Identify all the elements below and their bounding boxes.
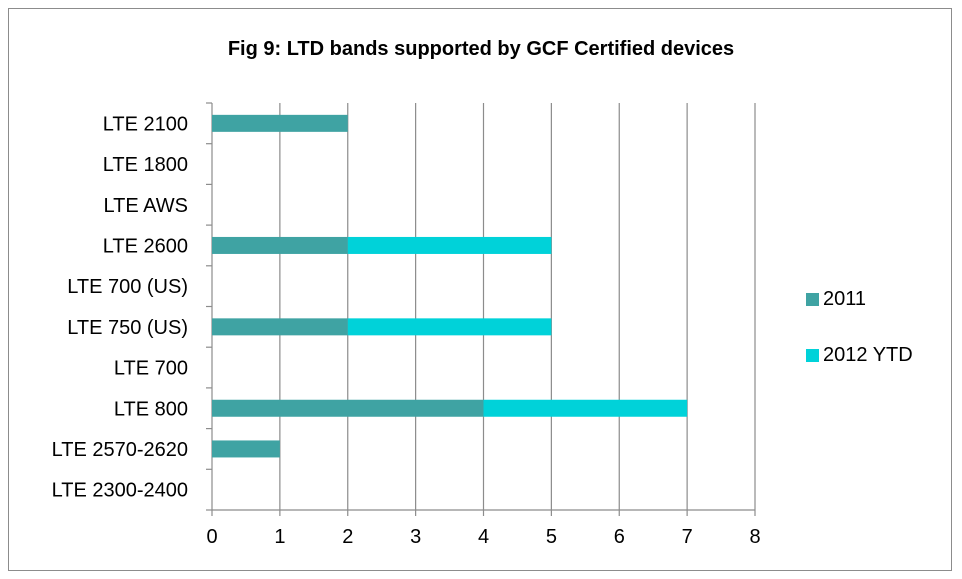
category-label-lte-2570-2620: LTE 2570-2620 xyxy=(52,439,188,461)
category-label-lte-750-us: LTE 750 (US) xyxy=(67,317,188,339)
legend-item-2011: 2011 xyxy=(806,288,866,311)
x-tick-label-3: 3 xyxy=(410,526,421,548)
x-tick-label-0: 0 xyxy=(206,526,217,548)
x-tick-label-2: 2 xyxy=(342,526,353,548)
x-tick-label-7: 7 xyxy=(682,526,693,548)
x-tick-label-6: 6 xyxy=(614,526,625,548)
category-label-lte-aws: LTE AWS xyxy=(104,195,188,217)
bar-2012-ytd-lte-750-us xyxy=(347,318,552,336)
bar-2011-lte-2100 xyxy=(212,114,348,132)
x-tick-label-5: 5 xyxy=(546,526,557,548)
bar-2011-lte-800 xyxy=(212,399,484,417)
category-label-lte-2600: LTE 2600 xyxy=(103,235,188,257)
chart-title: Fig 9: LTD bands supported by GCF Certif… xyxy=(227,38,735,60)
category-label-lte-1800: LTE 1800 xyxy=(103,154,188,176)
legend-label-2012-ytd: 2012 YTD xyxy=(823,344,913,366)
category-label-lte-2300-2400: LTE 2300-2400 xyxy=(52,480,188,502)
legend-item-2012-ytd: 2012 YTD xyxy=(806,344,913,367)
bar-2012-ytd-lte-2600 xyxy=(347,236,552,254)
bar-2012-ytd-lte-800 xyxy=(483,399,688,417)
legend-swatch-2011 xyxy=(806,293,819,306)
x-tick-label-4: 4 xyxy=(478,526,489,548)
legend-swatch-2012-ytd xyxy=(806,349,819,362)
x-tick-label-8: 8 xyxy=(749,526,760,548)
category-label-lte-700-us: LTE 700 (US) xyxy=(67,276,188,298)
bar-2011-lte-2600 xyxy=(212,236,348,254)
legend-label-2011: 2011 xyxy=(823,288,867,310)
category-label-lte-800: LTE 800 xyxy=(114,398,188,420)
category-label-lte-700: LTE 700 xyxy=(114,358,188,380)
bar-2011-lte-2570-2620 xyxy=(212,440,280,458)
category-label-lte-2100: LTE 2100 xyxy=(103,113,188,135)
x-tick-label-1: 1 xyxy=(274,526,285,548)
chart-frame xyxy=(8,8,952,571)
bar-2011-lte-750-us xyxy=(212,318,348,336)
